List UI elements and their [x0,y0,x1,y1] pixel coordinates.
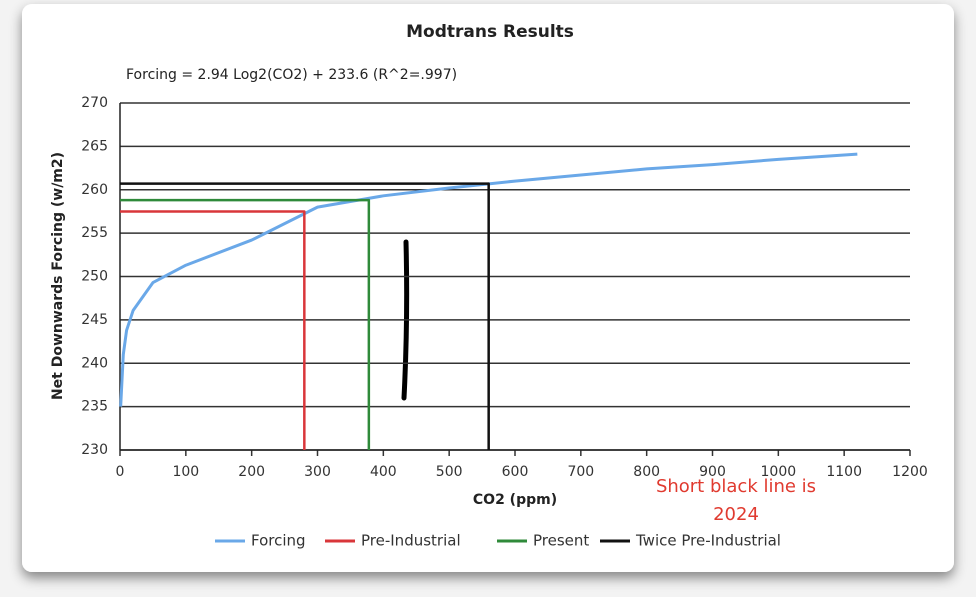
y-tick-label: 230 [81,442,108,458]
chart-title: Modtrans Results [406,22,574,42]
legend-label: Forcing [251,532,306,550]
y-axis-title: Net Downwards Forcing (w/m2) [50,152,66,400]
x-tick-label: 400 [370,464,397,480]
annotation: 2024 [713,504,759,525]
x-tick-label: 700 [567,464,594,480]
x-tick-label: 300 [304,464,331,480]
y-tick-label: 265 [81,138,108,154]
series-line [120,182,490,450]
y-tick-label: 240 [81,355,108,371]
y-tick-label: 270 [81,95,108,111]
x-tick-label: 1100 [826,464,862,480]
x-tick-label: 100 [172,464,199,480]
x-tick-label: 1200 [892,464,928,480]
y-tick-label: 260 [81,182,108,198]
y-tick-label: 250 [81,269,108,285]
legend-label: Pre-Industrial [361,532,461,550]
x-axis-title: CO2 (ppm) [473,492,557,508]
y-tick-label: 245 [81,312,108,328]
x-tick-label: 800 [633,464,660,480]
x-tick-label: 200 [238,464,265,480]
legend-label: Present [533,532,589,550]
x-tick-label: 1000 [761,464,797,480]
legend-label: Twice Pre-Industrial [635,532,781,550]
series-line [120,210,306,450]
x-tick-label: 600 [502,464,529,480]
x-tick-label: 0 [116,464,125,480]
subtitle: Forcing = 2.94 Log2(CO2) + 233.6 (R^2=.9… [126,67,457,83]
x-tick-label: 500 [436,464,463,480]
y-tick-label: 235 [81,399,108,415]
annotation: Short black line is [656,476,816,497]
series-line [120,198,371,450]
series-line [119,152,858,407]
x-tick-label: 900 [699,464,726,480]
y-tick-label: 255 [81,225,108,241]
